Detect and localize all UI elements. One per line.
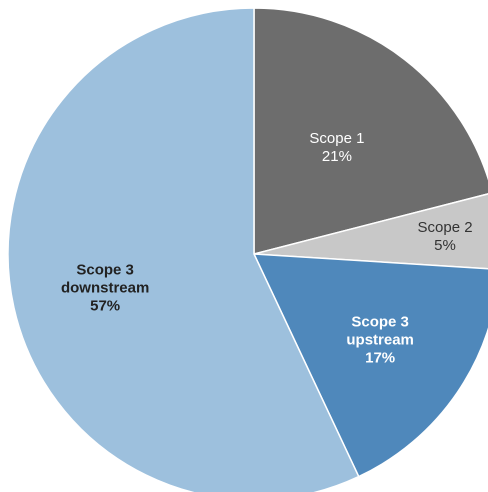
pie-slice-3 — [7, 7, 360, 492]
slices-layer — [7, 7, 488, 492]
slice-label-2: Scope 3 upstream 17% — [346, 314, 414, 367]
slice-label-1: Scope 2 5% — [418, 219, 473, 254]
pie-slice-0 — [253, 7, 488, 255]
slice-label-1-line-0: Scope 2 — [418, 219, 473, 236]
slice-label-3: Scope 3 downstream 57% — [61, 261, 149, 314]
labels-layer: Scope 1 21%Scope 2 5%Scope 3 upstream 17%Sco… — [61, 130, 473, 367]
pie-slice-2 — [252, 253, 488, 478]
slice-label-0: Scope 1 21% — [309, 130, 364, 165]
slice-label-1-line-1: 5% — [434, 237, 456, 254]
slice-label-0-line-0: Scope 1 — [309, 130, 364, 147]
slice-label-2-line-1: upstream — [346, 332, 414, 349]
slice-label-0-line-1: 21% — [322, 148, 352, 165]
slice-label-3-line-2: 57% — [90, 297, 120, 314]
slice-label-2-line-2: 17% — [365, 350, 395, 367]
slice-label-3-line-1: downstream — [61, 279, 149, 296]
pie-slice-1 — [253, 193, 488, 270]
slice-label-3-line-0: Scope 3 — [76, 261, 134, 278]
slice-label-2-line-0: Scope 3 — [351, 314, 409, 331]
